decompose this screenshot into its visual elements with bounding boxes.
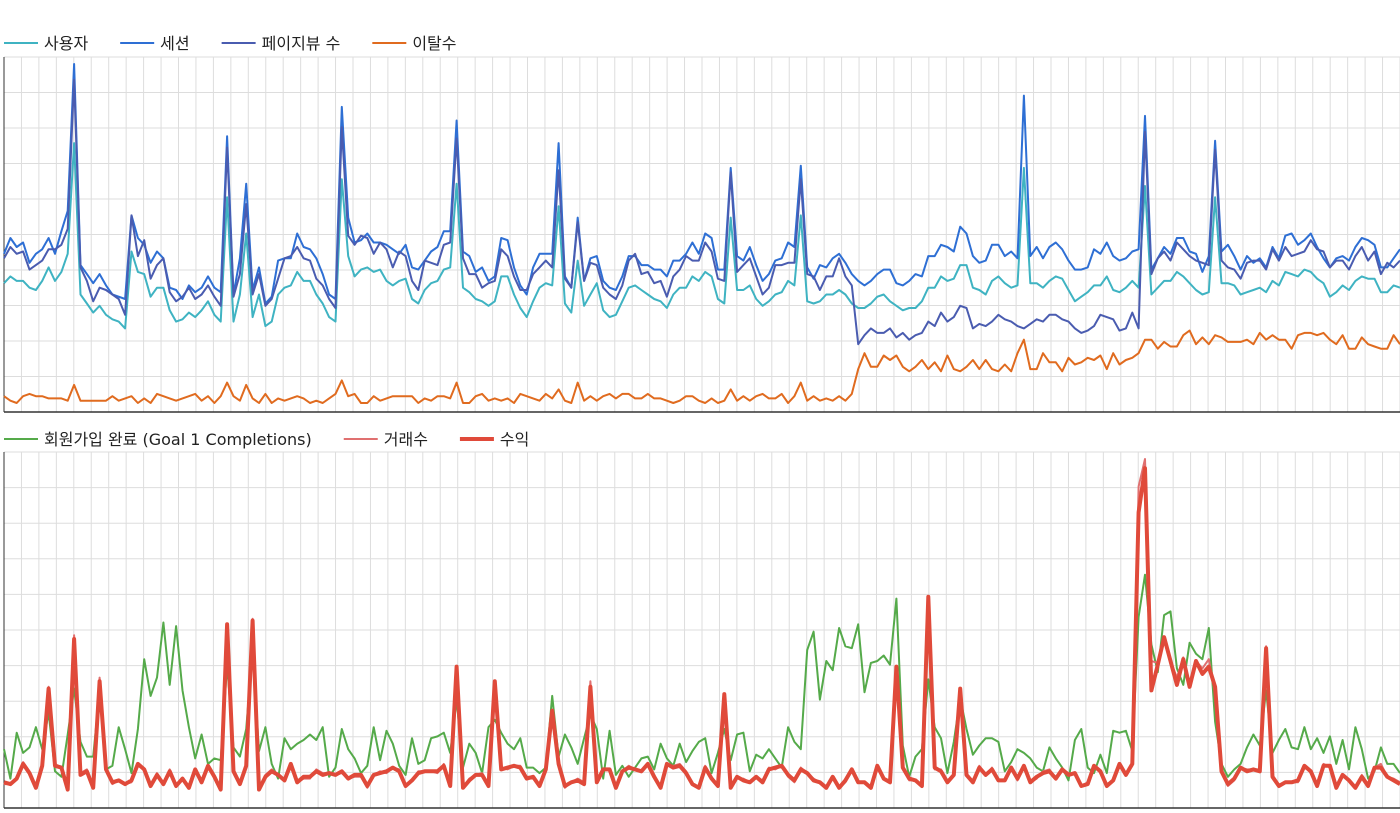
legend-item-0-1[interactable]: 세션 — [120, 34, 190, 53]
legend-item-0-0[interactable]: 사용자 — [4, 34, 88, 53]
legend-label: 이탈수 — [412, 34, 456, 53]
legend-label: 회원가입 완료 (Goal 1 Completions) — [44, 430, 312, 449]
grid-top — [3, 56, 1400, 413]
legend-item-0-2[interactable]: 페이지뷰 수 — [221, 34, 341, 53]
series-top — [3, 63, 1400, 404]
legend-label: 페이지뷰 수 — [262, 34, 341, 53]
legend-label: 사용자 — [44, 34, 88, 53]
legend-bottom: 회원가입 완료 (Goal 1 Completions) 거래수 수익 — [4, 430, 529, 449]
legend-item-1-0[interactable]: 회원가입 완료 (Goal 1 Completions) — [4, 430, 312, 449]
legend-top: 사용자 세션 페이지뷰 수 이탈수 — [4, 34, 456, 53]
series-line-수익 — [3, 466, 1400, 792]
legend-item-1-2[interactable]: 수익 — [459, 430, 529, 449]
legend-label: 세션 — [160, 34, 189, 53]
series-line-회원가입-완료-goal-1-completions — [3, 573, 1400, 782]
legend-label: 거래수 — [384, 430, 428, 449]
series-bottom — [3, 458, 1400, 792]
series-line-사용자 — [3, 142, 1400, 330]
series-line-페이지뷰-수 — [3, 78, 1400, 346]
legend-item-1-1[interactable]: 거래수 — [343, 430, 428, 449]
legend-label: 수익 — [500, 430, 529, 449]
legend-item-0-3[interactable]: 이탈수 — [372, 34, 456, 53]
series-line-이탈수 — [3, 329, 1400, 404]
grid-bottom — [3, 451, 1400, 809]
series-line-세션 — [3, 63, 1400, 305]
